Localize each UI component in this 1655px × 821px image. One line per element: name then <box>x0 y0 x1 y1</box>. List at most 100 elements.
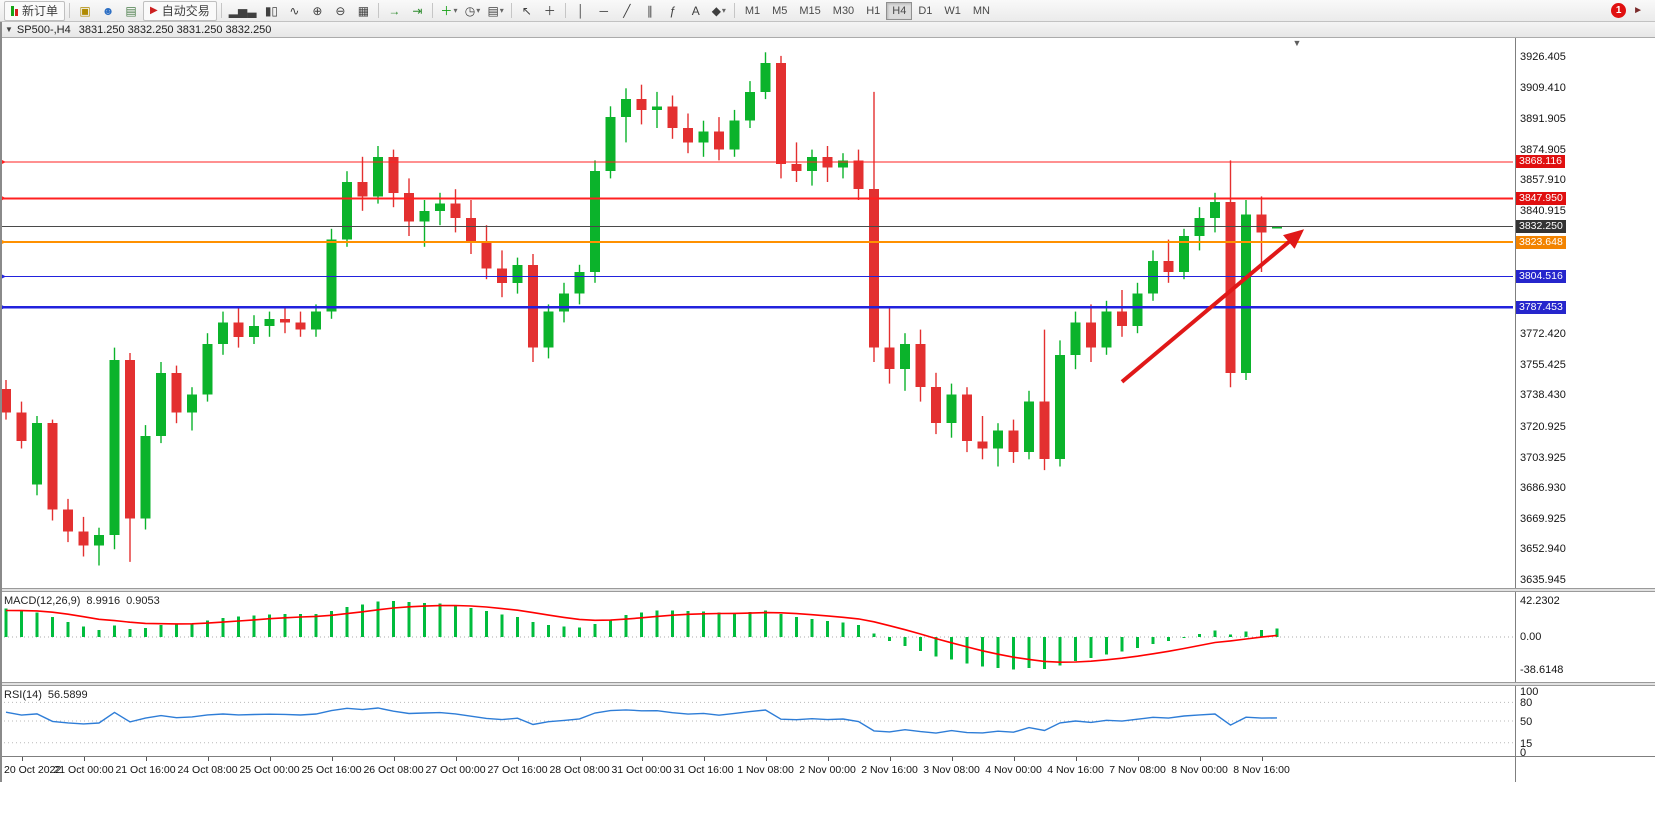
tile-windows-icon: ▦ <box>357 3 370 18</box>
horizontal-line-icon[interactable]: ─ <box>593 1 615 21</box>
trendline-icon[interactable]: ╱ <box>616 1 638 21</box>
candle-body <box>760 63 771 92</box>
time-axis-tick <box>1137 757 1139 761</box>
macd-histogram-bar <box>826 621 829 637</box>
timeframe-mn[interactable]: MN <box>967 2 996 20</box>
candle-body <box>776 63 786 164</box>
candle-body <box>94 534 104 546</box>
notification-badge[interactable]: 1 <box>1611 3 1627 18</box>
chevron-down-icon: ▾ <box>453 6 458 15</box>
candle-body <box>156 372 166 436</box>
candle-body <box>1256 214 1267 233</box>
zoom-out-icon[interactable]: ⊖ <box>329 1 351 21</box>
price-line-badge: 3868.116 <box>1516 155 1566 169</box>
pane-separator[interactable] <box>0 588 1655 592</box>
one-click-trading-icon[interactable]: ▼ <box>5 25 13 34</box>
chart-shift-icon[interactable]: ⇥ <box>406 1 428 21</box>
autotrading-button[interactable]: ▶ 自动交易 <box>143 0 217 21</box>
macd-axis-label: -38.6148 <box>1520 664 1564 676</box>
macd-histogram-bar <box>764 610 767 637</box>
templates-icon[interactable]: ▤ ▾ <box>484 1 506 21</box>
candlestick-chart-icon[interactable]: ▮▯ <box>260 1 282 21</box>
crosshair-icon[interactable]: ＋ <box>539 1 561 21</box>
macd-histogram-bar <box>221 617 225 637</box>
periods-icon[interactable]: ◷ ▾ <box>461 1 483 21</box>
macd-histogram-bar <box>1012 637 1015 670</box>
trend-arrow-annotation[interactable] <box>1120 229 1305 384</box>
time-axis-label: 2 Nov 16:00 <box>861 764 918 776</box>
timeframe-m1[interactable]: M1 <box>739 2 766 20</box>
candle-body <box>311 311 321 330</box>
chevron-down-icon: ▾ <box>476 6 481 15</box>
timeframe-m15[interactable]: M15 <box>793 2 826 20</box>
candle-body <box>652 106 662 110</box>
profiles-icon[interactable]: ☻ <box>97 1 119 21</box>
timeframe-d1[interactable]: D1 <box>912 2 938 20</box>
timeframe-h1[interactable]: H1 <box>860 2 886 20</box>
bar-chart-icon[interactable]: ▂▅▃ <box>226 1 260 21</box>
auto-scroll-icon[interactable]: → <box>383 1 405 21</box>
candle-body <box>590 171 600 272</box>
timeframe-m5[interactable]: M5 <box>766 2 793 20</box>
fibonacci-icon[interactable]: ƒ <box>662 1 684 21</box>
new-chart-icon[interactable]: ▣ <box>74 1 96 21</box>
timeframe-h4[interactable]: H4 <box>886 2 913 20</box>
cursor-icon[interactable]: ↖ <box>516 1 538 21</box>
macd-histogram-bar <box>423 603 426 637</box>
macd-histogram-bar <box>717 612 721 637</box>
candle-body <box>1225 201 1236 373</box>
macd-histogram-bar <box>35 612 39 637</box>
macd-histogram-bar <box>97 630 101 637</box>
candle-body <box>218 322 228 344</box>
toolbar-corner-icon[interactable]: ► <box>1633 5 1643 16</box>
candle-body <box>435 203 445 211</box>
timeframe-m30[interactable]: M30 <box>827 2 860 20</box>
tile-windows-icon[interactable]: ▦ <box>352 1 374 21</box>
time-axis-tick <box>455 757 457 761</box>
arrows-icon[interactable]: ◆ ▾ <box>708 1 730 21</box>
zoom-in-icon[interactable]: ⊕ <box>306 1 328 21</box>
vertical-line-icon[interactable]: │ <box>570 1 592 21</box>
macd-histogram-bar <box>950 637 953 660</box>
toolbar-separator <box>510 3 512 18</box>
time-axis-tick <box>765 757 767 761</box>
candle-body <box>1086 322 1096 348</box>
chart-shift-marker-icon[interactable]: ▼ <box>1292 38 1302 48</box>
text-icon[interactable]: A <box>685 1 707 21</box>
candle-body <box>1148 261 1158 294</box>
time-axis-tick <box>331 757 333 761</box>
new-order-button[interactable]: 新订单 <box>4 0 66 21</box>
candle-body <box>280 318 290 323</box>
price-chart-canvas[interactable] <box>0 38 1515 588</box>
macd-histogram-bar <box>655 610 659 637</box>
new-chart-icon: ▣ <box>79 3 91 18</box>
price-line-badge: 3847.950 <box>1516 191 1566 205</box>
macd-histogram-bar <box>206 620 209 637</box>
rsi-canvas[interactable] <box>0 686 1515 756</box>
line-chart-icon[interactable]: ∿ <box>283 1 305 21</box>
time-axis[interactable]: 20 Oct 2022 21 Oct 00:00 21 Oct 16:00 24 Oc… <box>0 756 1655 782</box>
macd-canvas[interactable] <box>0 592 1515 682</box>
candle-body <box>962 394 972 442</box>
main-chart-pane: ▼ 3926.405 3909.410 3891.905 3874.905 3857.9… <box>0 38 1655 588</box>
time-axis-border <box>1515 757 1516 782</box>
data-window-icon[interactable]: ▤ <box>120 1 142 21</box>
indicators-icon[interactable]: ＋ ▾ <box>437 1 460 21</box>
candle-body <box>295 322 306 330</box>
time-axis-tick <box>889 757 891 761</box>
candle-body <box>807 156 817 172</box>
equidistant-channel-icon[interactable]: ∥ <box>639 1 661 21</box>
candle-body <box>32 423 42 485</box>
time-axis-label: 27 Oct 00:00 <box>425 764 486 776</box>
candle-body <box>1210 201 1220 218</box>
time-axis-tick <box>269 757 271 761</box>
candle-body <box>78 531 89 546</box>
macd-histogram-bar <box>438 603 442 637</box>
candle-body <box>264 318 275 326</box>
pane-separator[interactable] <box>0 682 1655 686</box>
rsi-axis-label: 50 <box>1520 716 1533 728</box>
price-axis-label: 3755.425 <box>1520 358 1566 371</box>
cursor-icon: ↖ <box>521 3 532 18</box>
candle-body <box>838 160 848 168</box>
timeframe-w1[interactable]: W1 <box>938 2 967 20</box>
